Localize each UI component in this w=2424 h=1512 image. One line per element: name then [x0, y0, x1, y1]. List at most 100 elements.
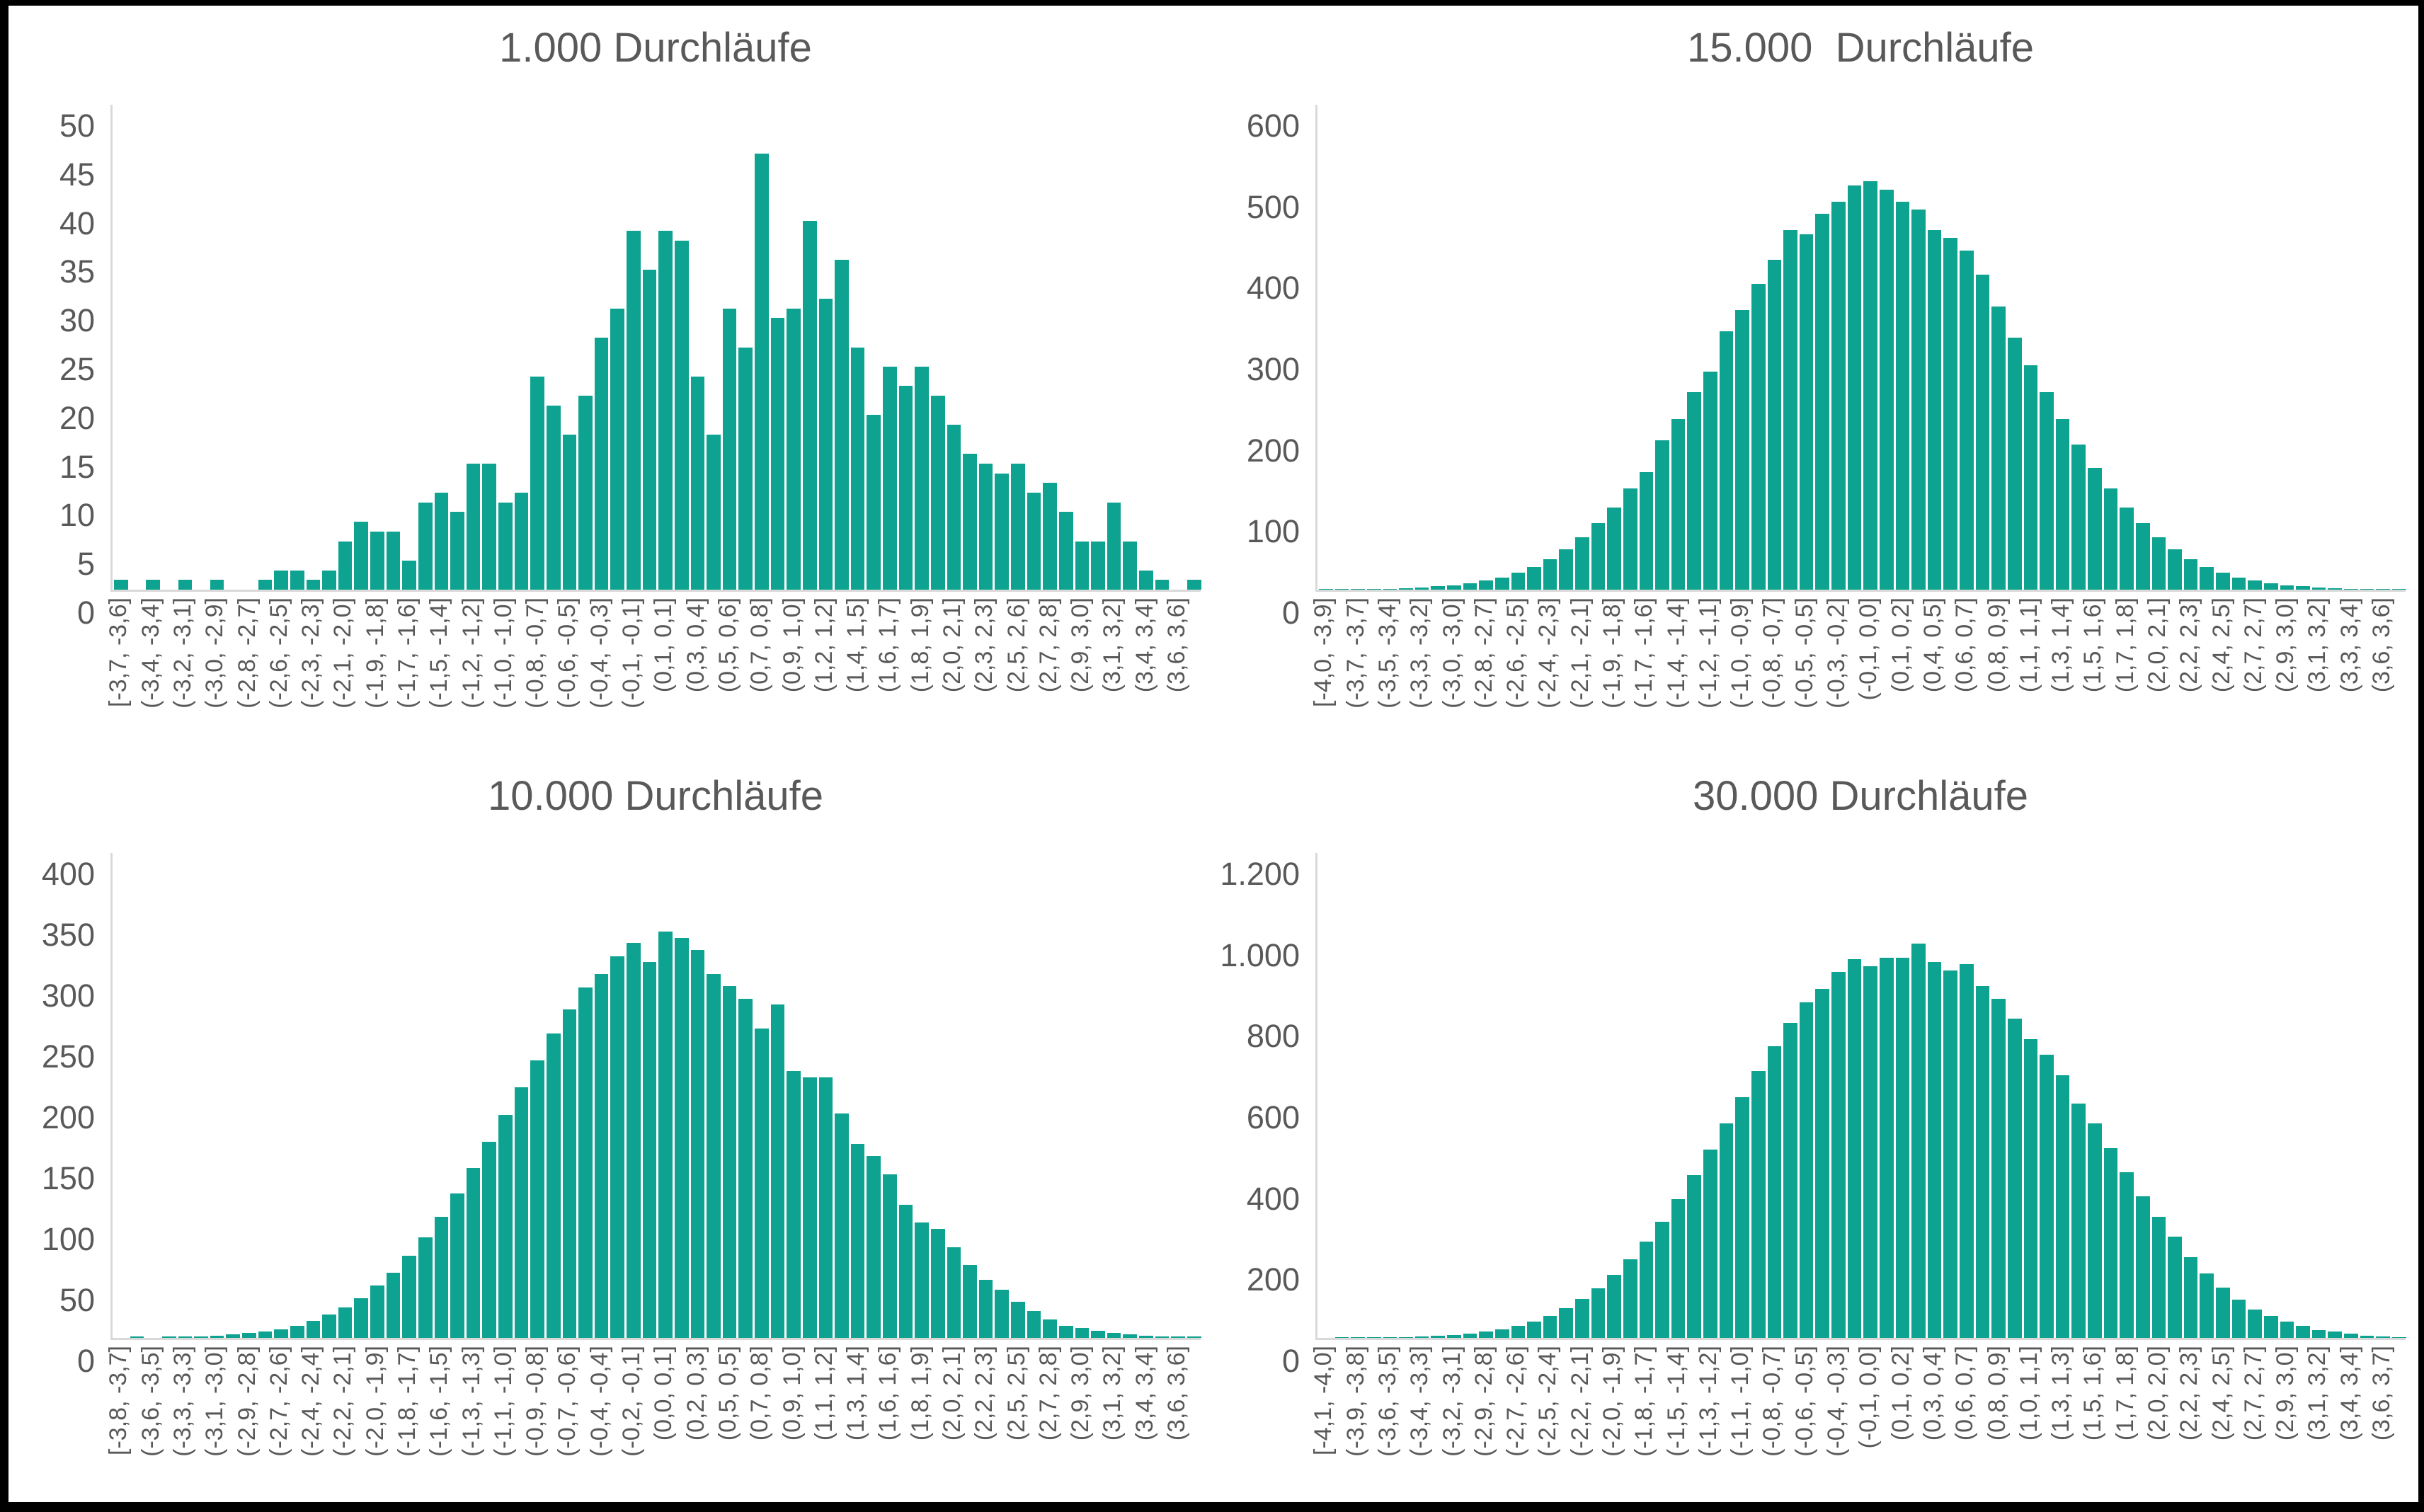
y-tick-label: 0 — [1281, 1343, 1300, 1379]
bar — [1187, 1336, 1201, 1338]
bar — [2103, 488, 2118, 590]
bar — [194, 1336, 208, 1338]
bar — [434, 493, 449, 590]
x-tick-label: (-2,0, -1,9] — [361, 1346, 389, 1457]
bar — [594, 974, 609, 1338]
bar — [1799, 1002, 1814, 1338]
histogram-grid: 1.000 Durchläufe 50 45 40 35 30 25 20 15 10 5 0 [-… — [8, 6, 2418, 1502]
x-tick-label: (-1,2, -1,2] — [457, 597, 485, 709]
bar — [290, 570, 304, 590]
bar — [450, 512, 464, 590]
bar — [1575, 1299, 1589, 1338]
x-tick-label: (-0,1, 0,0] — [1855, 1346, 1882, 1449]
bar — [658, 231, 673, 590]
x-tick-label: (-1,3, -1,2] — [1694, 1346, 1722, 1457]
x-tick-label: (2,0, 2,0] — [2143, 1346, 2171, 1441]
x-tick-label: (3,1, 3,2] — [2304, 1346, 2331, 1441]
bar — [1463, 583, 1477, 590]
bar — [1960, 250, 1974, 590]
bar — [755, 1029, 769, 1338]
bar — [354, 1298, 368, 1338]
y-tick-label: 0 — [76, 595, 95, 631]
bar — [306, 1321, 321, 1338]
bar — [770, 318, 785, 590]
x-tick-label: (2,0, 2,1] — [938, 1346, 966, 1441]
y-tick-label: 10 — [59, 497, 95, 534]
x-tick-label: (-3,0, -3,0] — [1438, 597, 1465, 709]
bar — [1815, 988, 1829, 1338]
bar — [1447, 585, 1461, 590]
x-tick-label: (-0,1, 0,0] — [1855, 597, 1882, 701]
bar — [161, 1336, 176, 1338]
x-tick-label: (-0,4, -0,3] — [1823, 1346, 1851, 1457]
bar — [674, 240, 689, 590]
bar — [1171, 1336, 1185, 1338]
x-tick-label: (0,1, 0,1] — [650, 597, 678, 693]
bar — [1447, 1335, 1461, 1338]
bar — [1895, 202, 1910, 590]
x-tick-label: (-3,2, -3,1] — [168, 597, 196, 709]
bar — [258, 580, 273, 590]
chart-30000-durchlaeufe: 30.000 Durchläufe 1.200 1.000 800 600 400 200… — [1213, 754, 2418, 1502]
x-tick-label: (-1,7, -1,6] — [393, 597, 421, 709]
bar — [1543, 1315, 1557, 1338]
bar — [627, 231, 641, 590]
bar — [1043, 1319, 1057, 1338]
bar — [1494, 577, 1509, 590]
bar — [530, 1060, 544, 1338]
bar — [2328, 1331, 2342, 1338]
bar — [995, 1289, 1009, 1338]
bar — [1719, 1123, 1734, 1338]
bar — [978, 1279, 993, 1338]
x-tick-label: (0,9, 1,0] — [778, 597, 806, 693]
bar — [290, 1325, 304, 1338]
x-tick-label: (-3,3, -3,3] — [168, 1346, 196, 1457]
y-tick-label: 200 — [1246, 432, 1300, 469]
bar — [978, 463, 993, 590]
bar — [770, 1004, 785, 1338]
x-tick-label: (-1,8, -1,7] — [1630, 1346, 1658, 1457]
bar — [466, 1168, 481, 1338]
x-tick-label: (0,3, 0,4] — [1919, 1346, 1946, 1441]
x-tick-label: (-1,9, -1,8] — [361, 597, 389, 709]
bar — [2360, 588, 2374, 590]
bar — [610, 956, 624, 1338]
x-tick-label: (-3,6, -3,5] — [1373, 1346, 1401, 1457]
x-tick-label: [-3,8, -3,7] — [105, 1346, 132, 1455]
bar — [1975, 274, 1990, 590]
x-tick-label: (3,1, 3,2] — [2304, 597, 2331, 693]
y-axis-tick-labels: 600 500 400 300 200 100 0 — [1223, 105, 1315, 751]
chart-1000-durchlaeufe: 1.000 Durchläufe 50 45 40 35 30 25 20 15 10 5 0 [-… — [8, 6, 1213, 754]
bar — [1527, 1321, 1541, 1338]
x-tick-label: (3,4, 3,4] — [1131, 1346, 1158, 1441]
x-tick-label: (3,1, 3,2] — [1099, 1346, 1126, 1441]
bar — [2071, 444, 2086, 590]
x-tick-label: (-0,4, -0,3] — [585, 597, 613, 709]
plot-area — [110, 853, 1201, 1340]
bar — [1058, 1325, 1073, 1338]
bar — [210, 580, 224, 590]
bar — [1607, 507, 1621, 590]
bar — [2391, 1336, 2406, 1338]
x-axis-tick-labels: [-3,8, -3,7] (-3,6, -3,5] (-3,3, -3,3] (-3,… — [105, 1340, 1201, 1499]
bar — [963, 454, 977, 590]
bar — [1011, 463, 1025, 590]
bar — [2216, 1287, 2230, 1338]
bar — [995, 473, 1009, 590]
bar — [562, 434, 577, 590]
y-tick-label: 400 — [41, 856, 95, 892]
bar — [258, 1331, 273, 1338]
x-tick-label: (2,9, 3,0] — [2272, 597, 2299, 693]
y-tick-label: 15 — [59, 448, 95, 485]
bar — [418, 1237, 433, 1338]
bar — [1091, 541, 1105, 590]
plot-area — [1315, 853, 2406, 1340]
y-tick-label: 300 — [41, 978, 95, 1014]
x-tick-label: (-1,4, -1,4] — [1662, 597, 1690, 709]
plot-area — [110, 105, 1201, 592]
x-tick-label: (-3,4, -3,4] — [137, 597, 164, 709]
x-tick-label: (-0,5, -0,5] — [1790, 597, 1818, 709]
bar — [1783, 229, 1797, 590]
bar — [2023, 1038, 2038, 1338]
bar — [1399, 1336, 1413, 1338]
